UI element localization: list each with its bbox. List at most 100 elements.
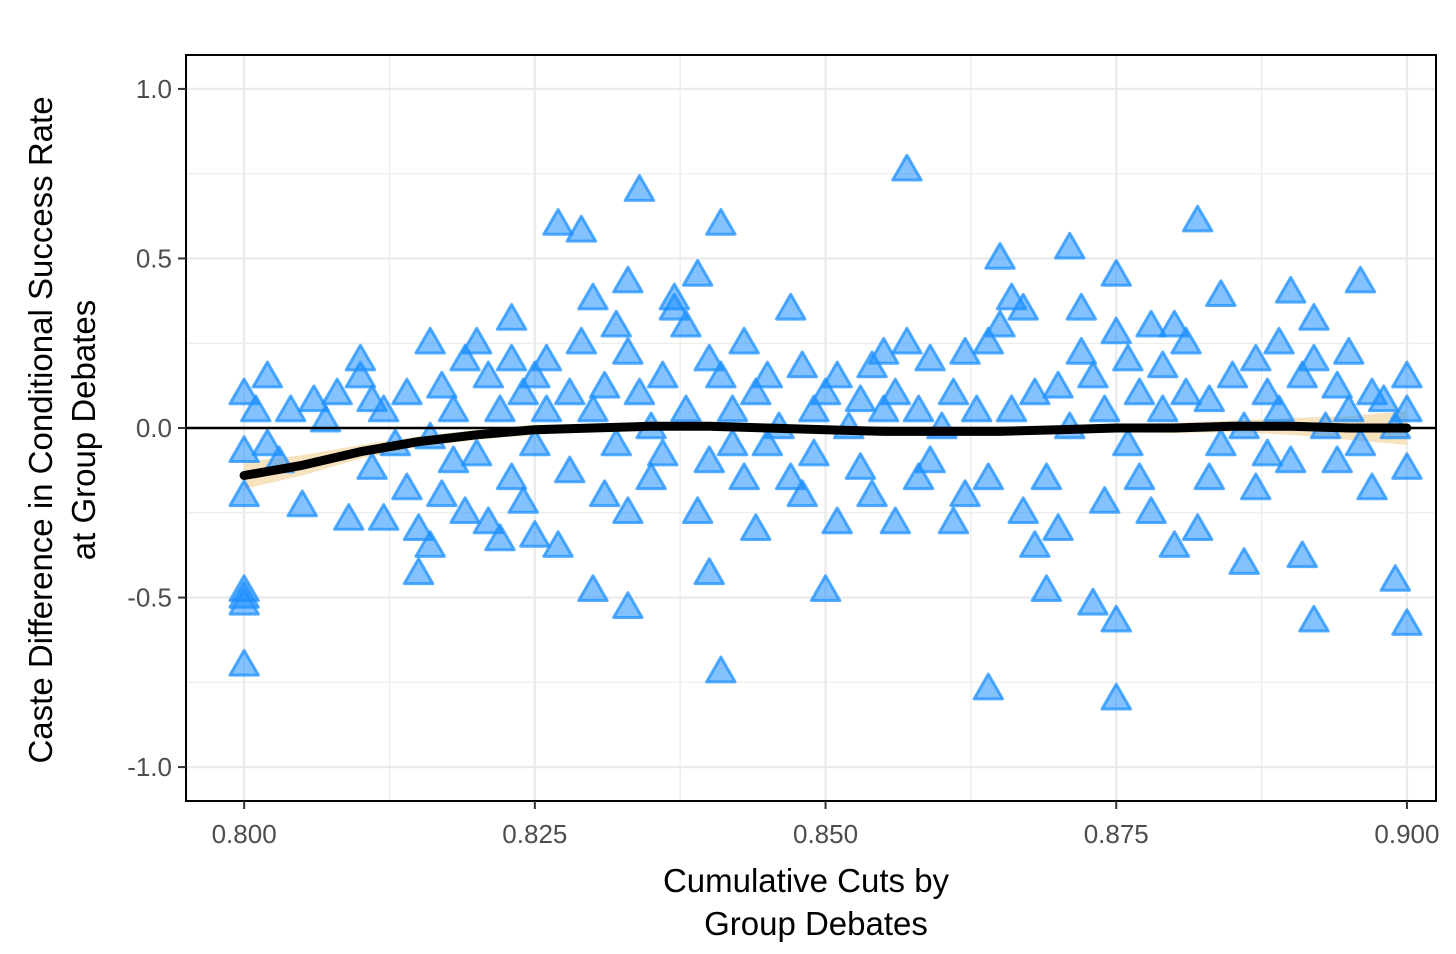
data-point bbox=[495, 462, 528, 491]
data-point bbox=[1007, 496, 1039, 524]
data-point bbox=[1379, 564, 1412, 592]
data-point bbox=[1158, 309, 1191, 338]
data-point bbox=[937, 506, 970, 535]
data-point bbox=[635, 462, 667, 491]
data-point bbox=[984, 242, 1016, 270]
data-point bbox=[1112, 343, 1144, 372]
data-point bbox=[1263, 326, 1295, 355]
data-point bbox=[1088, 486, 1121, 514]
data-point bbox=[798, 394, 830, 423]
data-point bbox=[519, 428, 551, 457]
data-point bbox=[1274, 445, 1307, 474]
data-point bbox=[507, 377, 539, 406]
data-point bbox=[449, 496, 481, 524]
y-axis-title: Caste Difference in Conditional Success … bbox=[22, 96, 102, 763]
data-point bbox=[612, 265, 644, 294]
data-point bbox=[1251, 438, 1284, 467]
data-point bbox=[1193, 462, 1225, 491]
x-tick-label: 0.800 bbox=[212, 819, 277, 849]
y-tick-label: 1.0 bbox=[136, 74, 172, 104]
data-point bbox=[1205, 428, 1237, 457]
x-tick-label: 0.850 bbox=[793, 819, 858, 849]
data-point bbox=[647, 360, 679, 389]
data-point bbox=[344, 360, 377, 389]
data-point bbox=[984, 309, 1016, 338]
data-point bbox=[623, 377, 656, 406]
data-point bbox=[1088, 394, 1121, 423]
data-point bbox=[472, 360, 505, 389]
y-tick-label: -0.5 bbox=[127, 583, 172, 613]
data-point bbox=[867, 336, 900, 365]
data-point bbox=[1019, 530, 1051, 558]
data-point bbox=[821, 360, 853, 389]
data-point bbox=[600, 428, 632, 457]
data-point bbox=[693, 343, 725, 372]
data-point bbox=[519, 520, 551, 548]
data-point bbox=[460, 326, 493, 355]
data-point bbox=[1181, 513, 1214, 541]
data-point bbox=[844, 384, 877, 413]
x-axis: 0.800 0.825 0.850 0.875 0.900 bbox=[212, 801, 1439, 849]
data-point bbox=[426, 370, 458, 399]
data-point bbox=[414, 530, 446, 558]
data-point bbox=[565, 326, 598, 355]
data-point bbox=[333, 503, 365, 531]
data-point bbox=[588, 479, 621, 508]
data-point bbox=[879, 377, 912, 406]
data-point bbox=[902, 394, 935, 423]
data-point bbox=[856, 479, 888, 508]
data-point bbox=[228, 435, 260, 463]
data-point bbox=[751, 428, 784, 457]
data-point bbox=[356, 452, 388, 480]
data-point bbox=[1193, 384, 1225, 413]
data-point bbox=[1170, 326, 1202, 355]
data-point bbox=[1205, 279, 1237, 307]
data-point bbox=[530, 394, 563, 423]
data-point bbox=[681, 496, 714, 524]
data-point bbox=[1065, 336, 1098, 365]
data-point bbox=[786, 350, 818, 379]
data-point bbox=[751, 360, 784, 389]
data-point bbox=[867, 394, 900, 423]
data-point bbox=[1286, 540, 1318, 569]
x-tick-label: 0.900 bbox=[1374, 819, 1439, 849]
data-point bbox=[1147, 350, 1179, 379]
data-point bbox=[426, 479, 458, 508]
data-point bbox=[1030, 574, 1063, 602]
data-point bbox=[949, 336, 981, 365]
data-point bbox=[484, 523, 516, 552]
data-point bbox=[740, 513, 772, 541]
data-point bbox=[495, 343, 528, 372]
data-point bbox=[1123, 377, 1156, 406]
data-point bbox=[1065, 292, 1098, 321]
data-point bbox=[1344, 265, 1377, 294]
data-point bbox=[844, 452, 877, 480]
data-point bbox=[995, 394, 1028, 423]
data-point bbox=[1112, 428, 1144, 457]
data-point bbox=[960, 394, 993, 423]
data-point bbox=[588, 370, 621, 399]
data-point bbox=[623, 174, 656, 202]
data-point bbox=[705, 360, 737, 389]
data-point bbox=[542, 530, 574, 558]
data-point bbox=[705, 655, 737, 684]
data-point bbox=[1181, 204, 1214, 233]
data-point bbox=[530, 343, 563, 372]
data-point bbox=[274, 394, 307, 423]
data-point bbox=[1123, 462, 1156, 491]
data-point bbox=[716, 394, 749, 423]
data-point bbox=[1077, 587, 1109, 616]
data-point bbox=[1100, 258, 1132, 287]
data-point bbox=[1286, 360, 1318, 389]
y-tick-label: -1.0 bbox=[127, 752, 172, 782]
data-point bbox=[949, 479, 981, 508]
data-point bbox=[1216, 360, 1249, 389]
x-tick-label: 0.825 bbox=[502, 819, 567, 849]
data-point bbox=[1240, 343, 1272, 372]
y-axis: -1.0 -0.5 0.0 0.5 1.0 bbox=[127, 74, 186, 782]
data-point bbox=[240, 394, 272, 423]
data-point bbox=[402, 557, 435, 586]
data-point bbox=[693, 557, 725, 586]
data-point bbox=[774, 292, 807, 321]
